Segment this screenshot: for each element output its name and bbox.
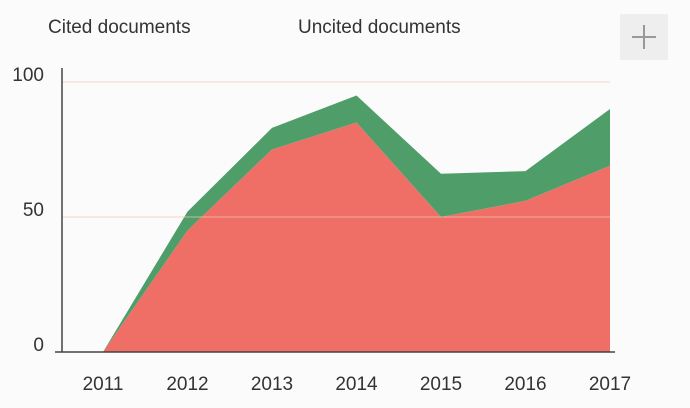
- x-tick-label: 2017: [589, 374, 631, 395]
- y-tick-label: 100: [12, 65, 44, 86]
- area: [103, 122, 610, 352]
- y-tick-label: 50: [23, 200, 44, 221]
- x-tick-label: 2012: [166, 374, 208, 395]
- x-tick-label: 2016: [504, 374, 546, 395]
- legend-entry: Cited documents: [48, 17, 191, 38]
- legend-entry: Uncited documents: [298, 17, 461, 38]
- x-tick-label: 2015: [420, 374, 462, 395]
- x-tick-label: 2013: [251, 374, 293, 395]
- y-tick-label: 0: [33, 335, 44, 356]
- x-tick-label: 2011: [83, 374, 124, 395]
- x-tick-label: 2014: [335, 374, 378, 395]
